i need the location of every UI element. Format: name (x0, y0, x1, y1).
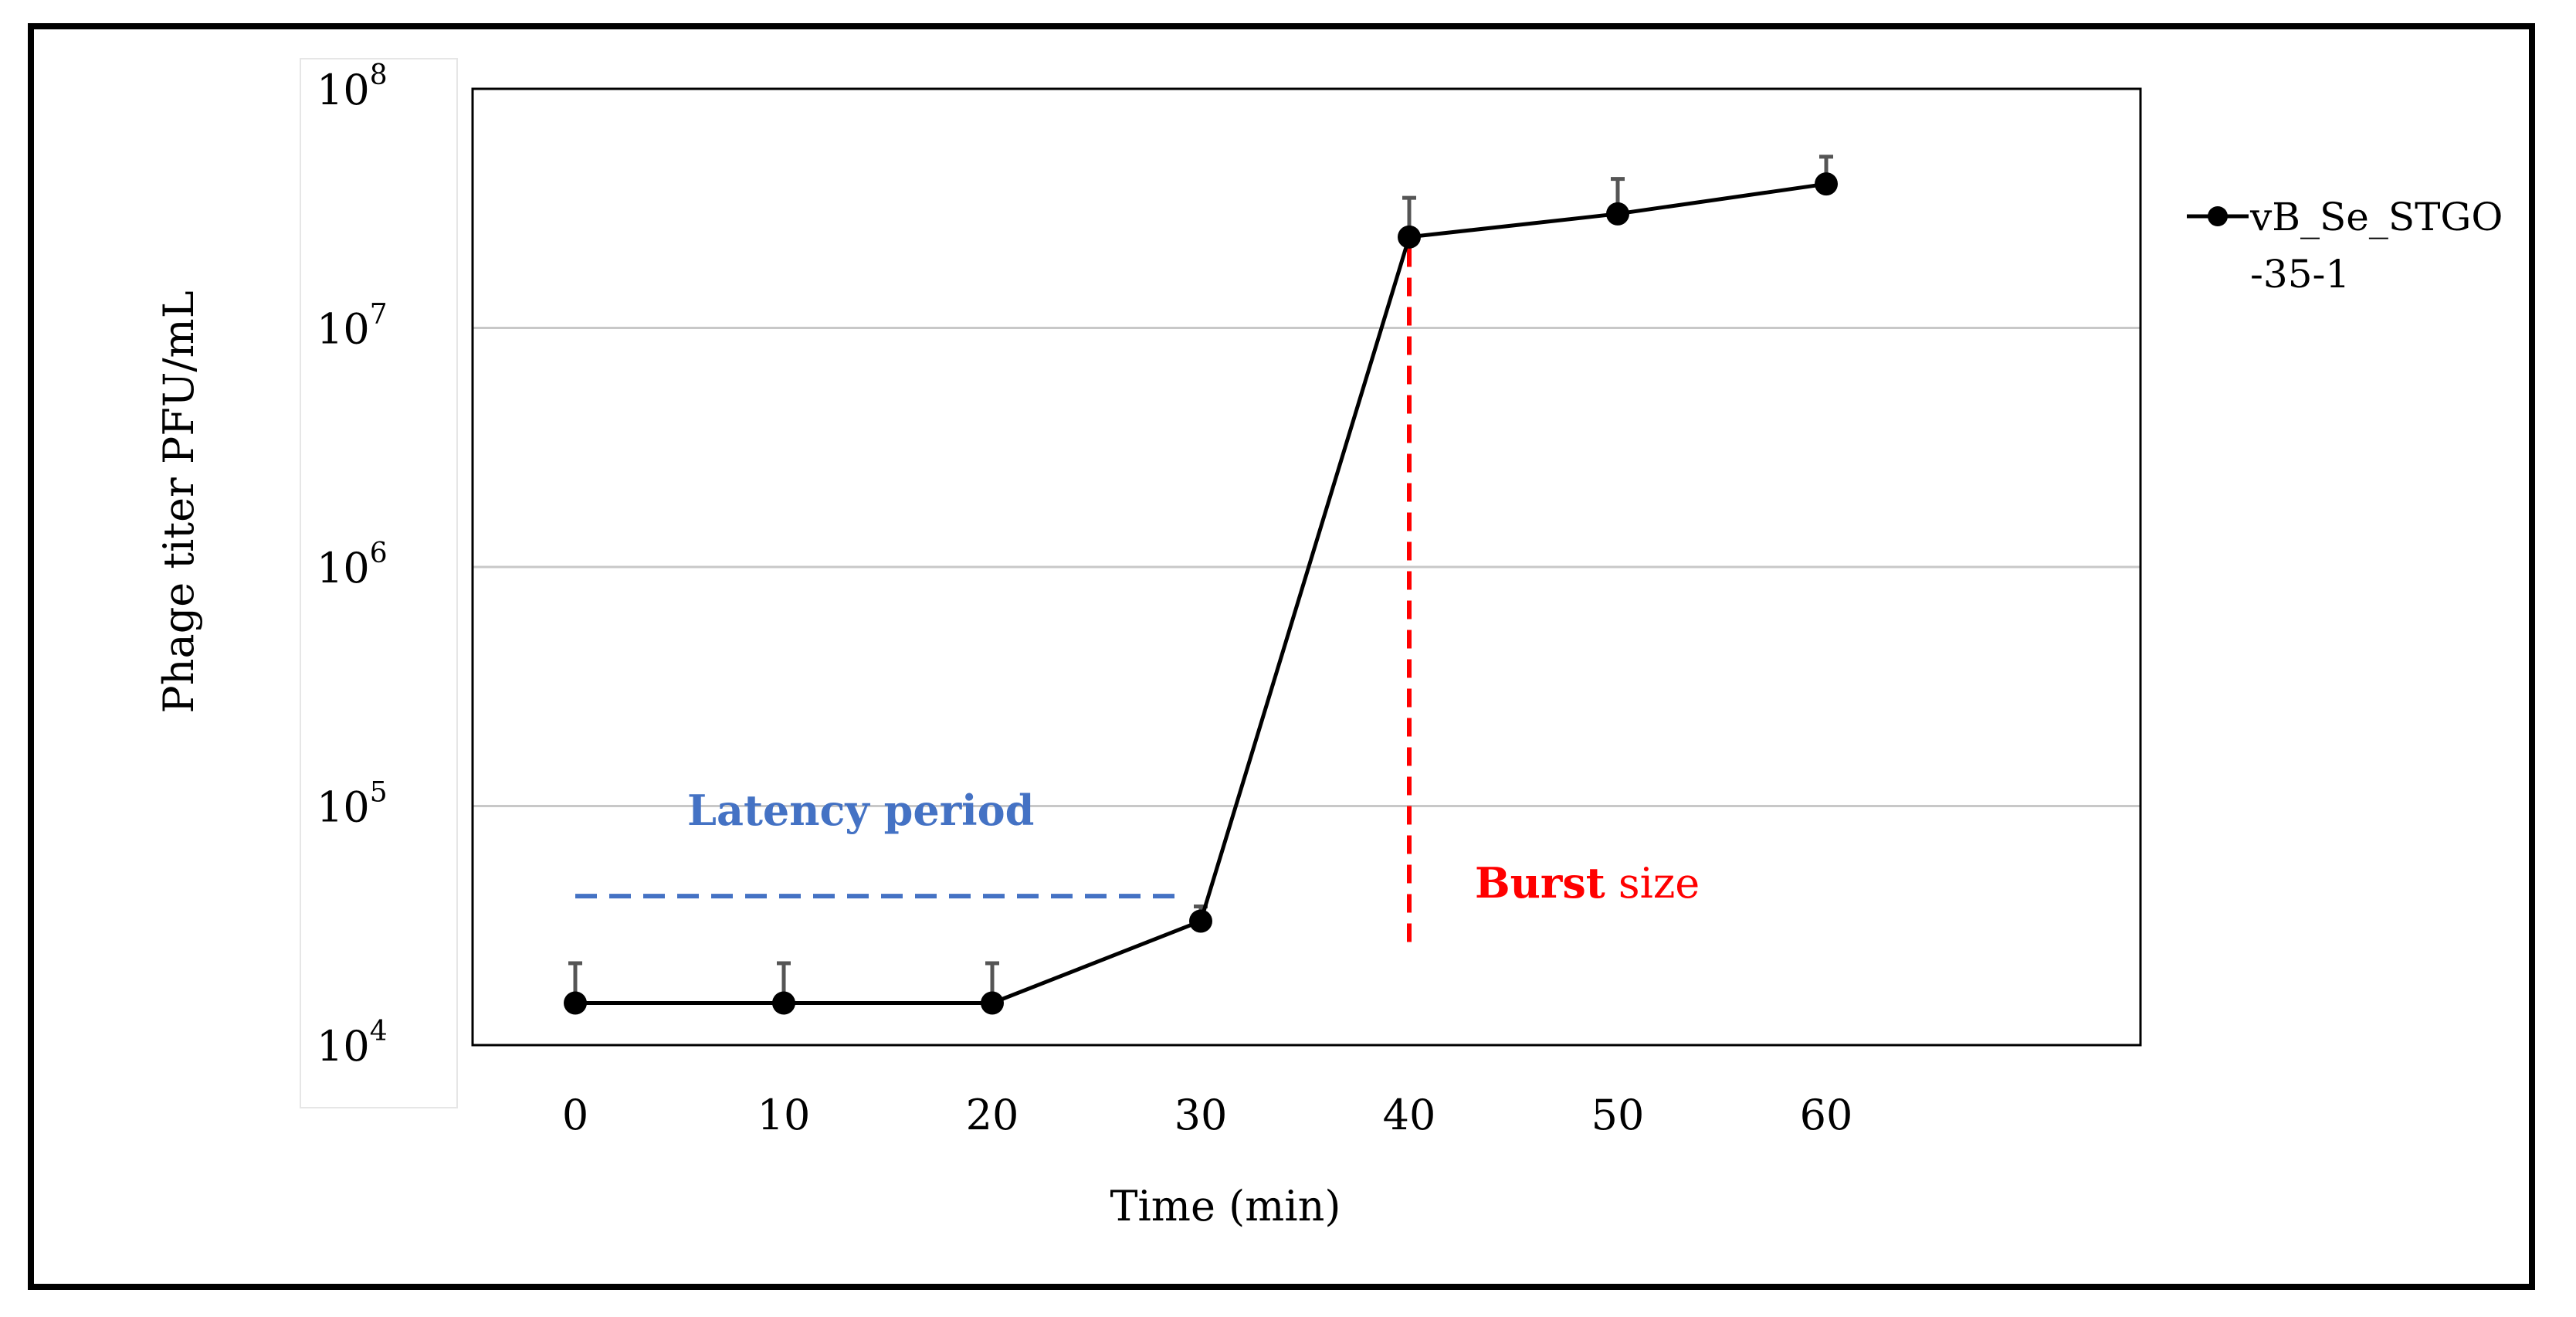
y-tick-label: 107 (317, 299, 388, 354)
data-point (772, 991, 795, 1015)
y-tick-label: 108 (317, 59, 388, 114)
y-tick-label: 104 (317, 1016, 388, 1071)
burst-label: Burst size (1475, 858, 1700, 908)
data-point (1815, 172, 1838, 196)
x-tick-label: 30 (1174, 1091, 1228, 1139)
series-vB_Se_STGO-35-1 (564, 154, 1838, 1015)
data-point (1606, 202, 1629, 226)
x-tick-label: 0 (562, 1091, 588, 1139)
x-tick-label: 60 (1800, 1091, 1853, 1139)
plot-area-border (471, 87, 2142, 1047)
y-tick-base: 10 (317, 783, 370, 832)
y-axis-label: Phage titer PFU/mL (154, 290, 203, 713)
gridlines (473, 327, 2140, 807)
data-point (1398, 225, 1421, 249)
y-tick-exponent: 6 (370, 538, 388, 569)
annotations: Latency period Burst size (575, 236, 1700, 942)
data-point (1189, 909, 1212, 933)
legend-label-line1: vB_Se_STGO (2249, 195, 2503, 239)
y-tick-label-box (300, 58, 458, 1108)
data-point (981, 991, 1004, 1015)
legend-label-line2: -35-1 (2250, 252, 2350, 297)
burst-label-bold: Burst (1475, 858, 1605, 908)
y-tick-base: 10 (317, 66, 370, 114)
y-tick-base: 10 (317, 305, 370, 354)
x-axis-label: Time (min) (1110, 1182, 1341, 1230)
y-tick-exponent: 5 (370, 777, 388, 809)
y-tick-label: 106 (317, 538, 388, 592)
y-tick-exponent: 4 (370, 1016, 388, 1047)
y-tick-base: 10 (317, 1022, 370, 1071)
latency-label: Latency period (687, 786, 1034, 835)
x-tick-label: 50 (1591, 1091, 1645, 1139)
burst-label-rest: size (1605, 859, 1700, 908)
y-tick-base: 10 (317, 544, 370, 592)
legend-dot-marker (2208, 206, 2228, 226)
y-tick-exponent: 7 (370, 299, 388, 331)
x-tick-label: 10 (758, 1091, 811, 1139)
legend: vB_Se_STGO -35-1 (2187, 195, 2503, 297)
data-point (564, 991, 587, 1015)
x-tick-label: 40 (1383, 1091, 1436, 1139)
y-tick-label: 105 (317, 777, 388, 832)
y-tick-exponent: 8 (370, 59, 388, 91)
x-axis-ticks: 0 10 20 30 40 50 60 (562, 1091, 1853, 1139)
x-tick-label: 20 (966, 1091, 1019, 1139)
